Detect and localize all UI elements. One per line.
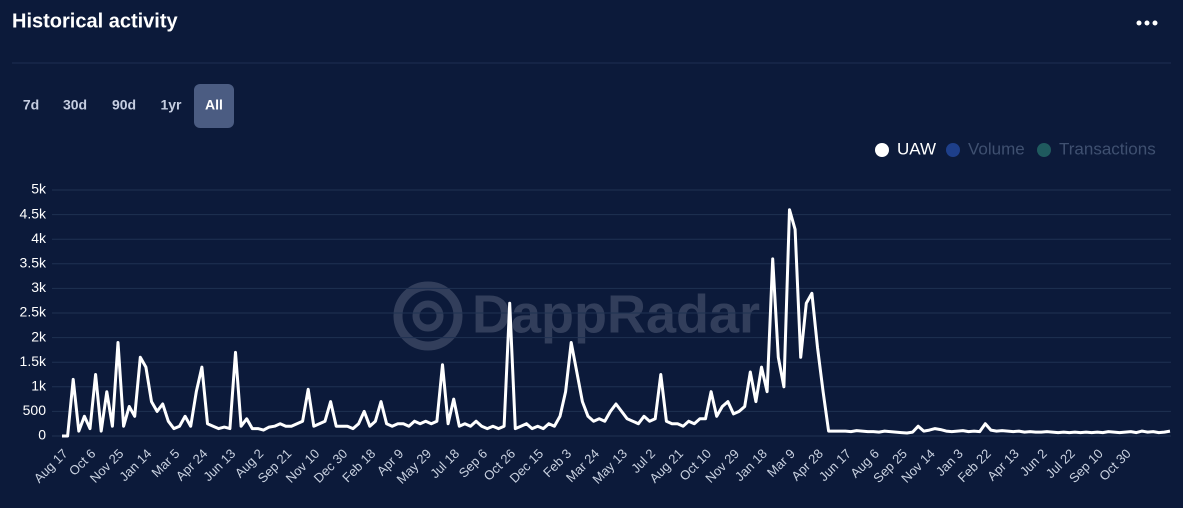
range-button-label[interactable]: 90d — [112, 97, 136, 113]
uaw-line — [62, 208, 1171, 438]
title: Historical activity — [12, 10, 179, 32]
y-tick-label: 3.5k — [20, 255, 47, 271]
y-tick-label: 2.5k — [20, 304, 47, 320]
y-tick-label: 4.5k — [20, 205, 47, 221]
legend-label[interactable]: Volume — [968, 139, 1025, 158]
legend-swatch[interactable] — [1037, 143, 1051, 157]
range-button-label[interactable]: 30d — [63, 97, 87, 113]
y-tick-label: 2k — [31, 328, 47, 344]
range-button[interactable]: 7d — [23, 97, 39, 113]
range-button-label[interactable]: All — [205, 97, 223, 113]
y-tick-label: 5k — [31, 181, 47, 197]
watermark-text: DappRadar — [472, 284, 760, 344]
legend-swatch[interactable] — [946, 143, 960, 157]
legend-item[interactable]: Volume — [946, 139, 1025, 158]
y-tick-label: 1.5k — [20, 353, 47, 369]
y-tick-label: 0 — [38, 427, 46, 443]
range-button[interactable]: 1yr — [160, 97, 182, 113]
range-button[interactable]: 30d — [63, 97, 87, 113]
legend-label[interactable]: UAW — [897, 139, 936, 158]
range-button[interactable]: All — [194, 84, 234, 128]
range-button-label[interactable]: 1yr — [160, 97, 182, 113]
y-tick-label: 4k — [31, 230, 47, 246]
legend-swatch[interactable] — [875, 143, 889, 157]
watermark: DappRadar — [393, 281, 760, 351]
range-button-bg[interactable] — [194, 84, 234, 128]
range-button-label[interactable]: 7d — [23, 97, 39, 113]
menu-dots[interactable] — [1136, 20, 1158, 26]
legend-label[interactable]: Transactions — [1059, 139, 1156, 158]
y-tick-label: 500 — [23, 402, 47, 418]
range-button[interactable]: 90d — [112, 97, 136, 113]
legend-item[interactable]: UAW — [875, 139, 936, 158]
legend-item[interactable]: Transactions — [1037, 139, 1156, 158]
y-tick-label: 3k — [31, 279, 47, 295]
y-tick-label: 1k — [31, 378, 47, 394]
